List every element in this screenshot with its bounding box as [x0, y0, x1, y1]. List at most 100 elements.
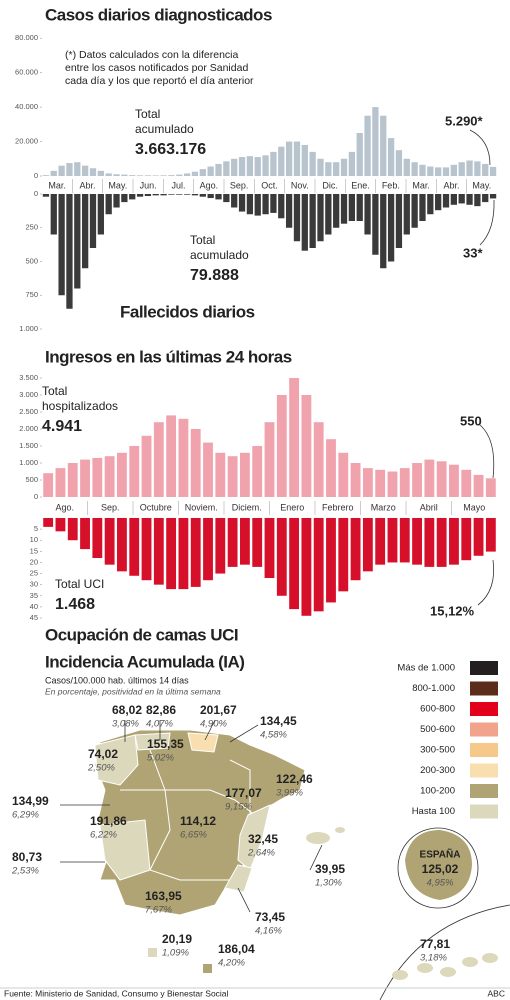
total-label: acumulado — [190, 248, 249, 262]
region-value: 74,02 — [88, 747, 118, 761]
bar — [278, 194, 285, 219]
x-tick-label: Diciem. — [232, 502, 262, 512]
arrow — [469, 129, 491, 166]
bar — [301, 145, 308, 176]
bar — [289, 518, 300, 610]
bar — [168, 175, 175, 176]
bar — [89, 194, 97, 248]
arrow — [479, 199, 495, 246]
y-tick-label: 80.000 — [15, 33, 38, 42]
y-tick-label: 1.500 — [19, 441, 38, 450]
bar — [372, 194, 379, 255]
x-tick-label: Mar. — [412, 180, 430, 190]
total-value: 79.888 — [190, 267, 239, 284]
bar — [178, 418, 189, 497]
footer-brand: ABC — [488, 988, 505, 998]
bar — [403, 158, 410, 176]
legend-swatch — [470, 763, 498, 778]
bar — [325, 194, 332, 235]
region-value: 122,46 — [276, 772, 313, 786]
bar — [270, 151, 277, 176]
spain-positivity: 4,95% — [427, 878, 454, 889]
bar — [270, 194, 277, 213]
leader-line — [204, 719, 216, 741]
bar — [412, 518, 422, 565]
region-positivity: 4,07% — [146, 719, 173, 730]
bar — [427, 194, 434, 215]
y-tick-label: 60.000 — [15, 68, 38, 77]
y-tick-label: 2.500 — [19, 407, 38, 416]
bar — [301, 518, 312, 616]
bar — [82, 165, 89, 176]
bar — [372, 107, 379, 176]
bar — [238, 194, 246, 212]
bar — [387, 138, 395, 176]
bar — [67, 463, 78, 497]
region-value: 186,04 — [218, 942, 255, 956]
legend-swatch — [470, 681, 498, 696]
bar — [176, 194, 183, 195]
region-value: 163,95 — [145, 889, 182, 903]
bar — [223, 161, 230, 176]
y-tick-label: 250 — [25, 223, 38, 232]
bar — [449, 518, 459, 565]
bar — [254, 194, 261, 216]
bar — [117, 452, 127, 497]
bar — [254, 157, 261, 176]
x-tick-label: Abril — [420, 502, 438, 512]
x-tick-label: Mayo — [463, 502, 485, 512]
region-positivity: 9,15% — [225, 802, 252, 813]
region-positivity: 4,16% — [255, 926, 282, 937]
bar — [380, 115, 387, 176]
bar — [183, 173, 191, 176]
bar — [362, 468, 373, 497]
bar — [450, 194, 457, 205]
x-tick-label: May. — [472, 180, 491, 190]
total-label: Total — [42, 384, 67, 398]
note: entre los casos notificados por Sanidad — [65, 62, 248, 74]
bar — [166, 518, 177, 590]
total-label: acumulado — [135, 122, 194, 136]
value-label: 5.290* — [445, 113, 484, 128]
bar — [203, 442, 213, 497]
bar — [285, 141, 293, 176]
bar — [333, 162, 340, 176]
y-tick-label: 40 — [30, 602, 38, 611]
bar — [227, 518, 238, 567]
y-tick-label: 1.000 — [19, 324, 38, 333]
bar — [43, 473, 54, 497]
bar — [190, 518, 201, 587]
bar — [160, 194, 167, 196]
bar — [203, 518, 213, 581]
region-positivity: 1,09% — [162, 948, 189, 959]
x-tick-label: Jun. — [140, 180, 157, 190]
x-tick-label: Noviem. — [185, 502, 218, 512]
bar — [285, 194, 293, 228]
bar — [340, 194, 348, 224]
bar — [223, 194, 230, 203]
bar — [191, 171, 199, 176]
bar — [450, 164, 457, 176]
bar — [215, 194, 222, 200]
region-value: 80,73 — [12, 850, 42, 864]
border — [149, 749, 256, 816]
y-tick-label: 500 — [25, 256, 38, 265]
bar — [325, 162, 332, 176]
bar — [399, 468, 410, 497]
bar — [238, 157, 246, 176]
bar — [458, 194, 465, 204]
region-positivity: 2,53% — [11, 866, 39, 877]
legend-swatch — [470, 702, 498, 716]
region-positivity: 4,90% — [200, 719, 227, 730]
y-tick-label: 750 — [25, 290, 38, 299]
region — [440, 967, 456, 977]
bar — [104, 456, 115, 497]
legend-swatch — [470, 804, 498, 819]
legend-label: 100-200 — [420, 786, 455, 797]
bar — [231, 194, 238, 208]
bar — [449, 464, 459, 497]
arrow — [477, 559, 495, 606]
region-value: 114,12 — [180, 814, 216, 828]
bar — [419, 164, 426, 176]
